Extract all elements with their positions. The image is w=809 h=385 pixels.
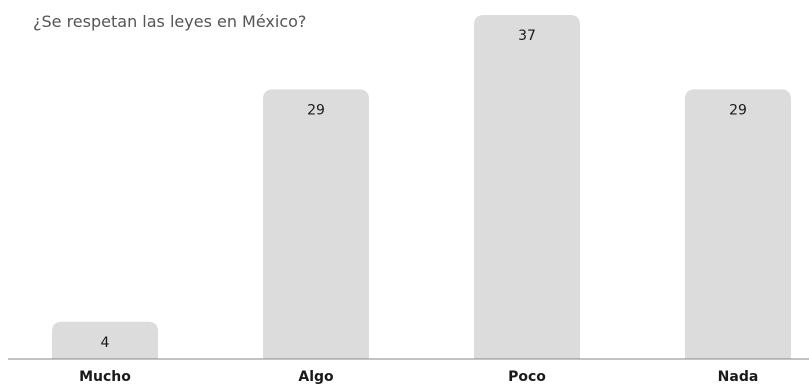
labels-layer: 4 Mucho 29 Algo 37 Poco 29 Nada (79, 28, 758, 385)
bar-poco (474, 15, 580, 359)
chart-title: ¿Se respetan las leyes en México? (33, 12, 307, 31)
data-label-algo: 29 (307, 102, 325, 118)
data-label-mucho: 4 (101, 335, 110, 351)
data-label-nada: 29 (729, 102, 747, 118)
x-tick-label-mucho: Mucho (79, 369, 131, 385)
x-tick-label-poco: Poco (508, 369, 546, 385)
data-label-poco: 37 (518, 28, 536, 44)
x-tick-label-algo: Algo (298, 369, 334, 385)
bar-mucho (52, 321, 158, 359)
bars-layer (52, 15, 791, 359)
bar-nada (685, 89, 791, 359)
bar-algo (263, 89, 369, 359)
x-tick-label-nada: Nada (718, 369, 759, 385)
